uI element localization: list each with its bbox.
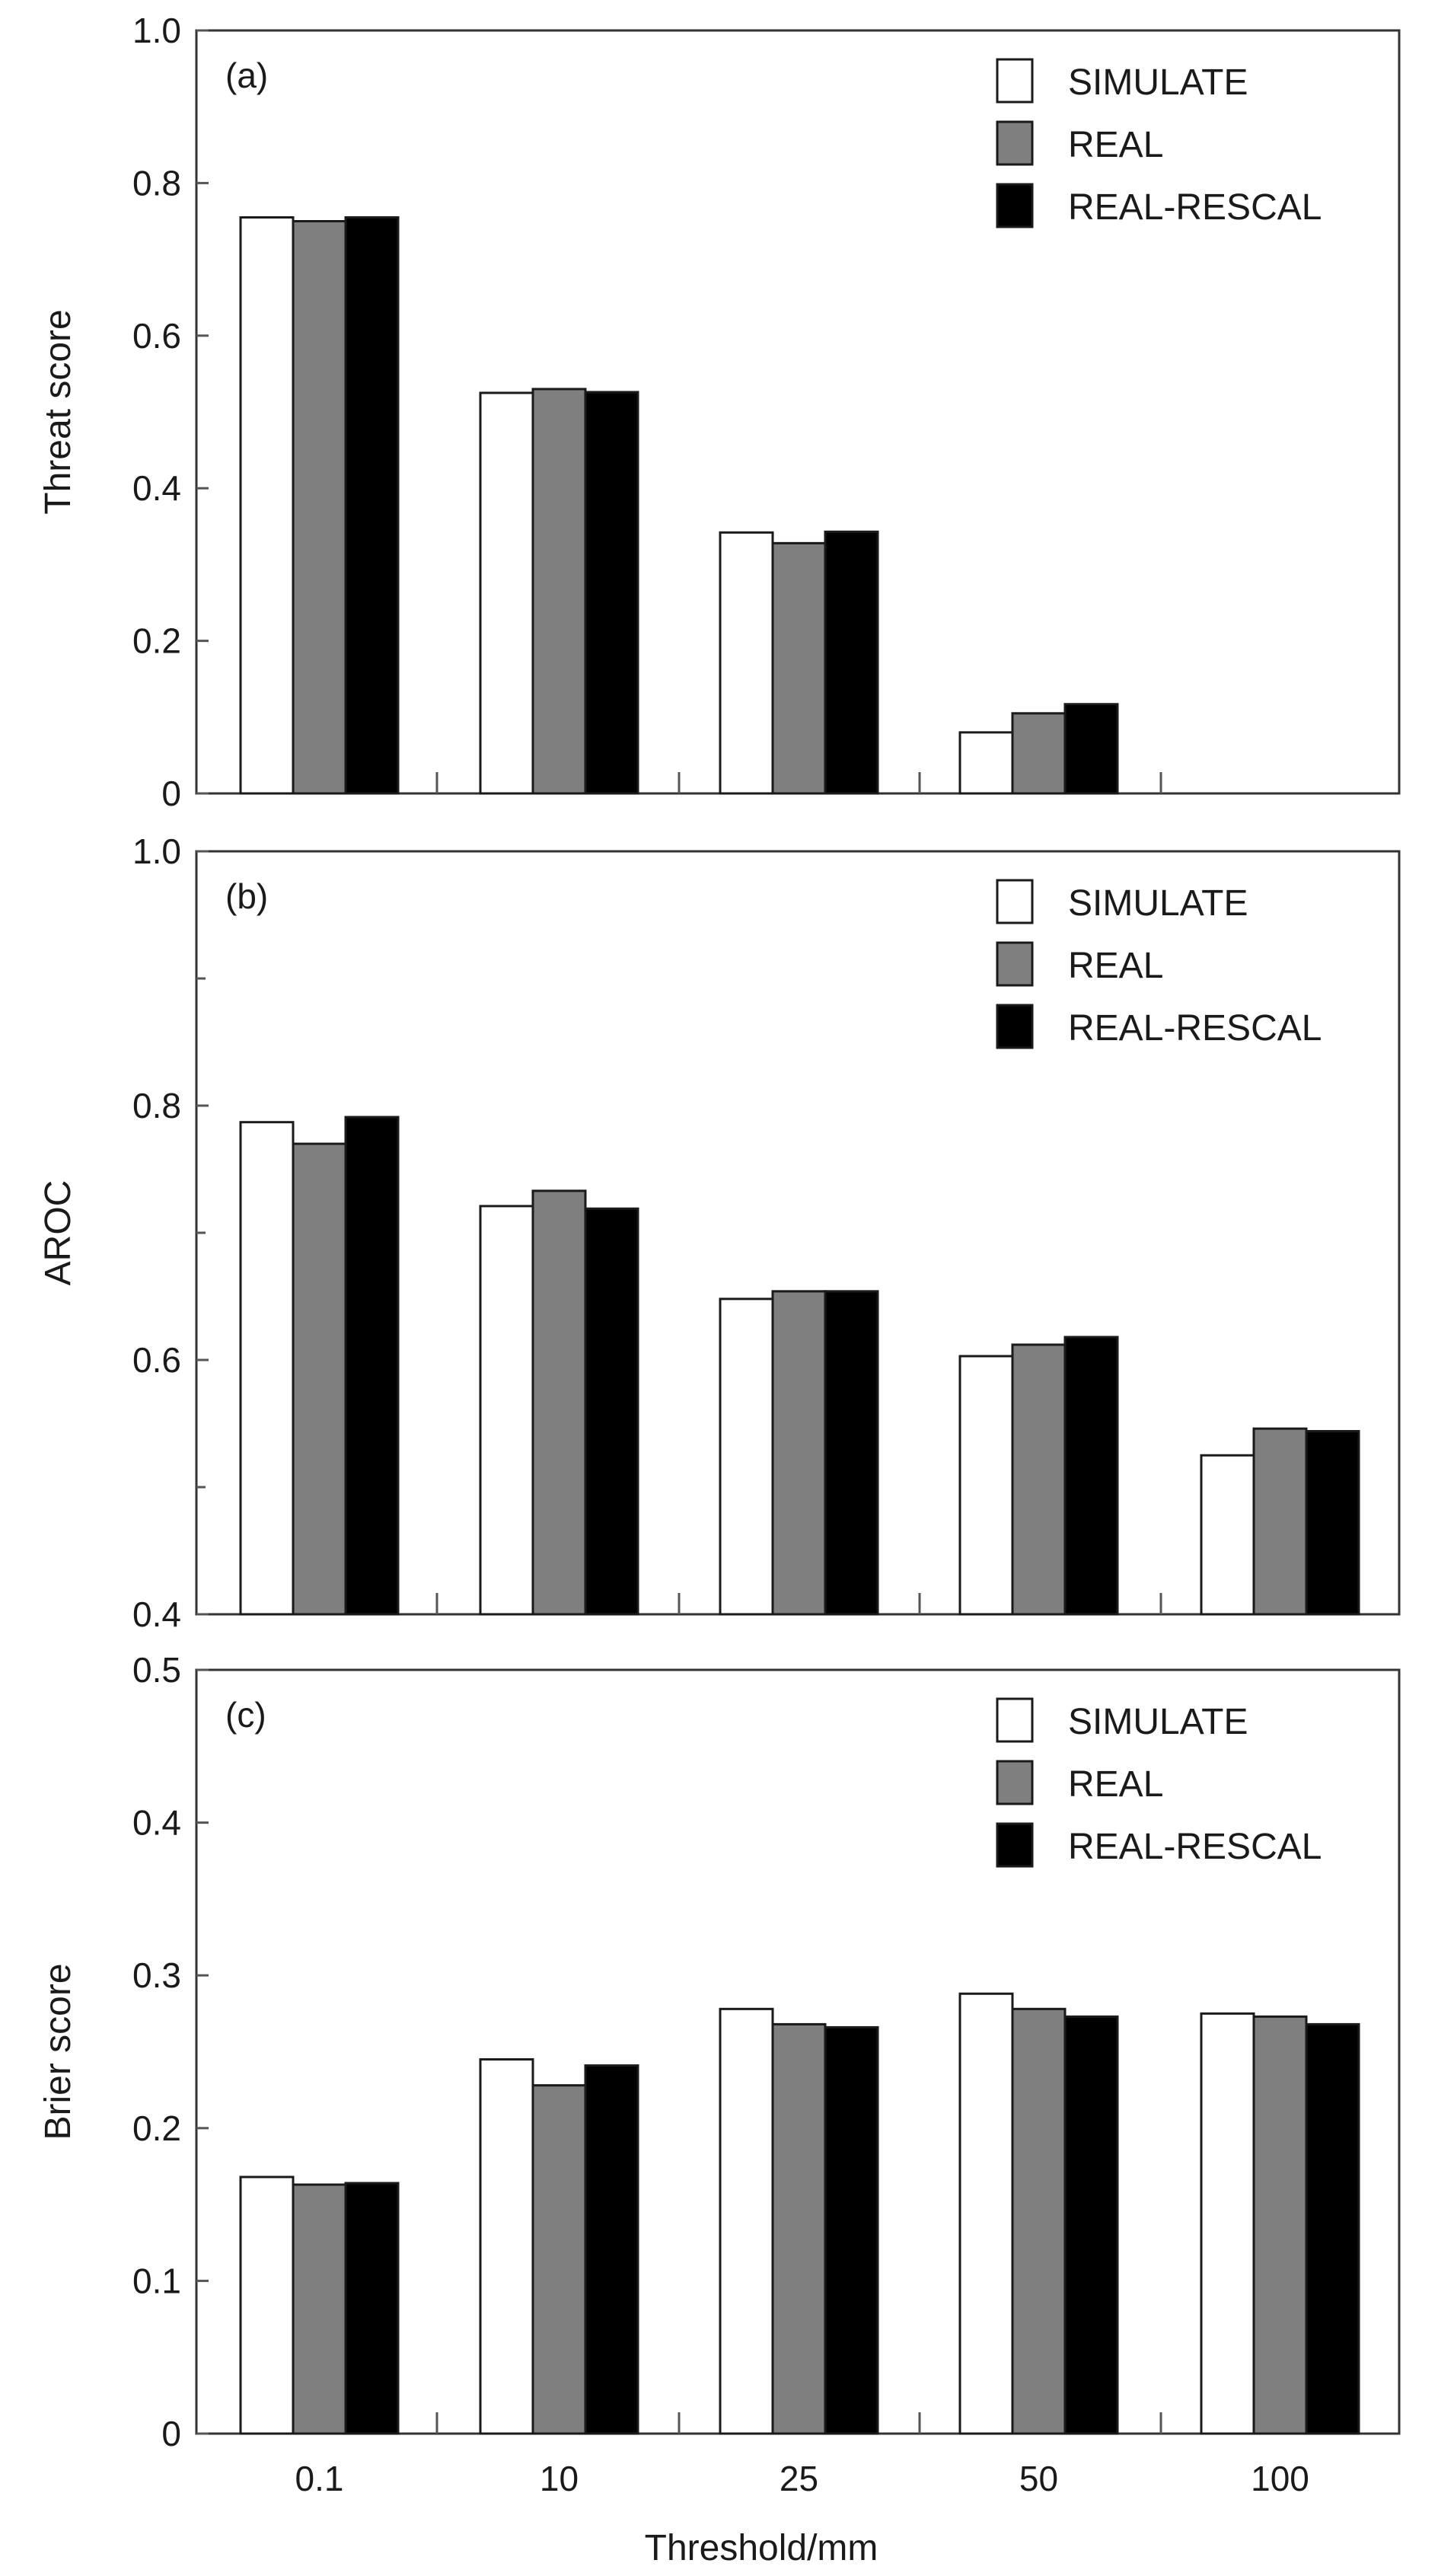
bar-real bbox=[771, 2022, 827, 2435]
bar-real bbox=[292, 2183, 347, 2435]
legend-swatch bbox=[996, 183, 1034, 228]
bar-real-rescal bbox=[1305, 2022, 1360, 2435]
bar-real-rescal bbox=[1305, 1430, 1360, 1616]
legend-swatch bbox=[996, 1760, 1034, 1805]
bar-simulate bbox=[479, 1205, 534, 1616]
legend-label: REAL-RESCAL bbox=[1068, 1827, 1322, 1867]
y-tick-label: 0.6 bbox=[132, 316, 181, 356]
chart-panel-2: 0.4 0.6 0.8 1.0 AROC (b) SIMULATE REAL REAL-RESC… bbox=[38, 832, 1401, 1634]
legend-swatch bbox=[996, 58, 1034, 104]
bar-simulate bbox=[1200, 2012, 1255, 2435]
legend-label: SIMULATE bbox=[1068, 883, 1248, 924]
y-tick-label: 0.1 bbox=[132, 2261, 181, 2300]
legend-label: REAL bbox=[1068, 125, 1163, 165]
panel-label: (b) bbox=[225, 876, 268, 916]
bar-real-rescal bbox=[1063, 1336, 1119, 1616]
bar-simulate bbox=[1200, 1454, 1255, 1616]
legend: SIMULATE REAL REAL-RESCAL bbox=[996, 1697, 1322, 1868]
panel-label: (c) bbox=[225, 1695, 266, 1735]
legend-label: SIMULATE bbox=[1068, 1702, 1248, 1742]
bar-real-rescal bbox=[1063, 703, 1119, 795]
bar-real-rescal bbox=[824, 2025, 879, 2435]
x-axis-title: Threshold/mm bbox=[645, 2528, 878, 2568]
bar-real bbox=[1252, 2015, 1308, 2435]
legend-swatch bbox=[996, 1822, 1034, 1868]
bar-real-rescal bbox=[1063, 2015, 1119, 2435]
bar-real bbox=[531, 1189, 587, 1616]
bar-simulate bbox=[719, 531, 774, 795]
y-tick-label: 0.5 bbox=[132, 1650, 181, 1690]
bar-real-rescal bbox=[584, 2064, 639, 2435]
y-tick-label: 0.4 bbox=[132, 1594, 181, 1634]
y-tick-label: 0.3 bbox=[132, 1955, 181, 1995]
bar-simulate bbox=[479, 391, 534, 795]
bar-real bbox=[292, 1142, 347, 1616]
chart-panel-3: 0 0.1 0.2 0.3 0.4 0.5 Brier score (c) SIMULATE RE… bbox=[38, 1650, 1401, 2498]
bar-real-rescal bbox=[824, 530, 879, 795]
bar-real bbox=[1011, 2007, 1067, 2435]
legend: SIMULATE REAL REAL-RESCAL bbox=[996, 58, 1322, 228]
bar-simulate bbox=[239, 2175, 295, 2435]
bar-real bbox=[771, 1290, 827, 1616]
y-tick-label: 0.4 bbox=[132, 468, 181, 508]
y-tick-label: 0 bbox=[161, 2414, 181, 2453]
legend-label: SIMULATE bbox=[1068, 62, 1248, 103]
legend-label: REAL bbox=[1068, 946, 1163, 986]
bar-real bbox=[292, 220, 347, 795]
y-tick-label: 0.2 bbox=[132, 621, 181, 661]
legend-swatch bbox=[996, 1697, 1034, 1743]
bar-simulate bbox=[719, 2007, 774, 2435]
chart-panel-1: 0 0.2 0.4 0.6 0.8 1.0 Threat score (a) SIMULATE R… bbox=[38, 11, 1401, 813]
x-tick-label: 50 bbox=[1019, 2459, 1058, 2498]
y-tick-label: 0.8 bbox=[132, 163, 181, 203]
legend-label: REAL-RESCAL bbox=[1068, 187, 1322, 228]
x-tick-label: 0.1 bbox=[295, 2459, 344, 2498]
x-tick-label: 10 bbox=[540, 2459, 579, 2498]
bar-real-rescal bbox=[344, 215, 400, 795]
bar-real bbox=[771, 541, 827, 795]
bar-real bbox=[531, 388, 587, 795]
x-tick-label: 25 bbox=[780, 2459, 818, 2498]
y-axis-title: Threat score bbox=[38, 309, 78, 514]
bar-simulate bbox=[958, 1355, 1014, 1616]
legend: SIMULATE REAL REAL-RESCAL bbox=[996, 879, 1322, 1049]
y-tick-label: 0.2 bbox=[132, 2108, 181, 2148]
bar-real-rescal bbox=[344, 1116, 400, 1616]
y-tick-label: 0 bbox=[161, 774, 181, 813]
bar-real-rescal bbox=[344, 2182, 400, 2435]
y-tick-label: 1.0 bbox=[132, 832, 181, 871]
y-axis-title: AROC bbox=[38, 1180, 78, 1286]
bar-real bbox=[1011, 712, 1067, 795]
legend-swatch bbox=[996, 1004, 1034, 1049]
bar-simulate bbox=[239, 215, 295, 795]
bar-real bbox=[531, 2084, 587, 2435]
y-axis-title: Brier score bbox=[38, 1963, 78, 2140]
y-tick-label: 0.8 bbox=[132, 1086, 181, 1125]
bar-simulate bbox=[479, 2058, 534, 2435]
legend-label: REAL-RESCAL bbox=[1068, 1008, 1322, 1049]
bar-real-rescal bbox=[824, 1290, 879, 1616]
legend-swatch bbox=[996, 941, 1034, 987]
legend-label: REAL bbox=[1068, 1764, 1163, 1805]
y-tick-label: 1.0 bbox=[132, 11, 181, 50]
legend-swatch bbox=[996, 879, 1034, 924]
bar-simulate bbox=[958, 1992, 1014, 2435]
bar-real bbox=[1252, 1427, 1308, 1616]
bar-real bbox=[1011, 1343, 1067, 1616]
bar-simulate bbox=[719, 1298, 774, 1616]
bar-simulate bbox=[239, 1121, 295, 1616]
bar-real-rescal bbox=[584, 391, 639, 795]
x-tick-label: 100 bbox=[1251, 2459, 1309, 2498]
bar-simulate bbox=[958, 731, 1014, 795]
legend-swatch bbox=[996, 120, 1034, 166]
bar-real-rescal bbox=[584, 1207, 639, 1616]
panel-label: (a) bbox=[225, 56, 268, 95]
y-tick-label: 0.4 bbox=[132, 1803, 181, 1843]
y-tick-label: 0.6 bbox=[132, 1340, 181, 1380]
